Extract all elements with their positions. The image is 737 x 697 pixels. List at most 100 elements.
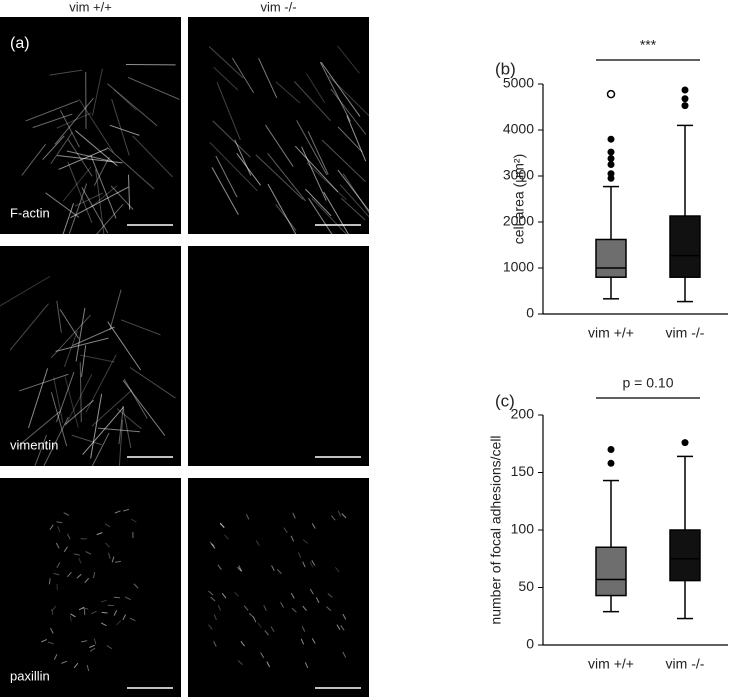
fiber xyxy=(131,518,137,523)
fiber xyxy=(108,552,111,559)
fiber xyxy=(32,434,48,471)
fiber xyxy=(100,622,107,627)
x-tick-label: vim +/+ xyxy=(588,325,634,341)
fiber xyxy=(270,626,275,632)
fiber xyxy=(308,198,338,243)
fiber xyxy=(267,183,299,239)
fiber xyxy=(306,162,347,200)
fiber xyxy=(73,662,79,669)
fiber xyxy=(32,113,73,129)
fiber xyxy=(75,307,86,362)
fiber xyxy=(85,551,92,555)
panel-label: (a) xyxy=(10,35,30,52)
outlier xyxy=(607,148,615,156)
fiber xyxy=(47,641,54,645)
x-tick-label: vim +/+ xyxy=(588,656,634,672)
micrographs xyxy=(0,17,387,697)
fiber xyxy=(93,156,110,186)
row-label: vimentin xyxy=(10,437,58,452)
micrograph xyxy=(0,478,181,697)
fiber xyxy=(213,66,239,91)
fiber xyxy=(53,654,58,660)
fiber xyxy=(122,614,127,621)
fiber xyxy=(59,110,80,148)
fiber xyxy=(237,566,243,572)
fiber xyxy=(71,434,102,446)
y-tick-label: 2000 xyxy=(503,213,534,229)
fiber xyxy=(337,510,342,517)
annotation: *** xyxy=(640,37,657,53)
outlier xyxy=(606,89,616,99)
fiber xyxy=(335,567,340,573)
fiber xyxy=(248,613,255,618)
fiber xyxy=(51,605,57,612)
fiber xyxy=(56,562,61,568)
fiber xyxy=(122,406,132,449)
fiber xyxy=(208,590,214,596)
fiber xyxy=(81,607,88,610)
outlier xyxy=(607,446,615,453)
fiber xyxy=(111,556,115,563)
fiber xyxy=(290,535,295,542)
fiber xyxy=(53,377,64,423)
fiber xyxy=(38,416,69,476)
fiber xyxy=(0,275,51,307)
fiber xyxy=(210,543,216,549)
fiber xyxy=(82,406,124,455)
fiber xyxy=(104,523,111,528)
fiber xyxy=(56,300,62,333)
outlier xyxy=(681,86,689,94)
fiber xyxy=(290,592,295,599)
fiber xyxy=(340,197,366,221)
fiber xyxy=(53,572,60,576)
fiber xyxy=(81,640,88,643)
fiber xyxy=(113,89,137,111)
fiber xyxy=(117,419,124,479)
fiber xyxy=(315,597,320,604)
fiber xyxy=(73,553,81,556)
fiber xyxy=(78,98,114,153)
fiber xyxy=(63,512,70,516)
fiber xyxy=(51,609,54,616)
box xyxy=(595,546,627,597)
fiber xyxy=(326,606,332,612)
micrograph xyxy=(188,17,369,234)
panel-label: (b) xyxy=(495,59,516,78)
fiber xyxy=(56,521,63,524)
fiber xyxy=(245,513,250,520)
fiber xyxy=(118,406,124,445)
fiber xyxy=(133,583,139,589)
fiber xyxy=(330,515,336,521)
fiber xyxy=(212,120,251,158)
y-tick-label: 5000 xyxy=(503,75,534,91)
fiber xyxy=(339,184,387,236)
outlier xyxy=(607,170,615,178)
fiber xyxy=(219,522,225,529)
fiber xyxy=(64,376,79,428)
y-tick-label: 4000 xyxy=(503,121,534,137)
fiber xyxy=(328,75,371,118)
fiber xyxy=(330,88,367,135)
fiber xyxy=(54,97,94,145)
fiber xyxy=(79,362,82,423)
fiber xyxy=(342,613,347,620)
fiber xyxy=(311,560,316,566)
fiber xyxy=(221,593,227,599)
fiber xyxy=(217,564,222,570)
fiber xyxy=(211,167,239,215)
fiber xyxy=(49,69,83,76)
fiber xyxy=(65,374,93,426)
annotation: p = 0.10 xyxy=(623,375,674,391)
fiber xyxy=(58,148,108,170)
x-tick-label: vim -/- xyxy=(666,325,705,341)
fiber xyxy=(93,638,97,645)
fiber xyxy=(306,73,326,104)
fiber xyxy=(84,577,90,583)
fiber xyxy=(275,81,301,104)
micrograph xyxy=(0,17,181,234)
fiber xyxy=(309,561,314,568)
fiber xyxy=(208,46,244,79)
fiber xyxy=(56,112,92,129)
fiber xyxy=(265,124,294,167)
fiber xyxy=(342,651,347,658)
